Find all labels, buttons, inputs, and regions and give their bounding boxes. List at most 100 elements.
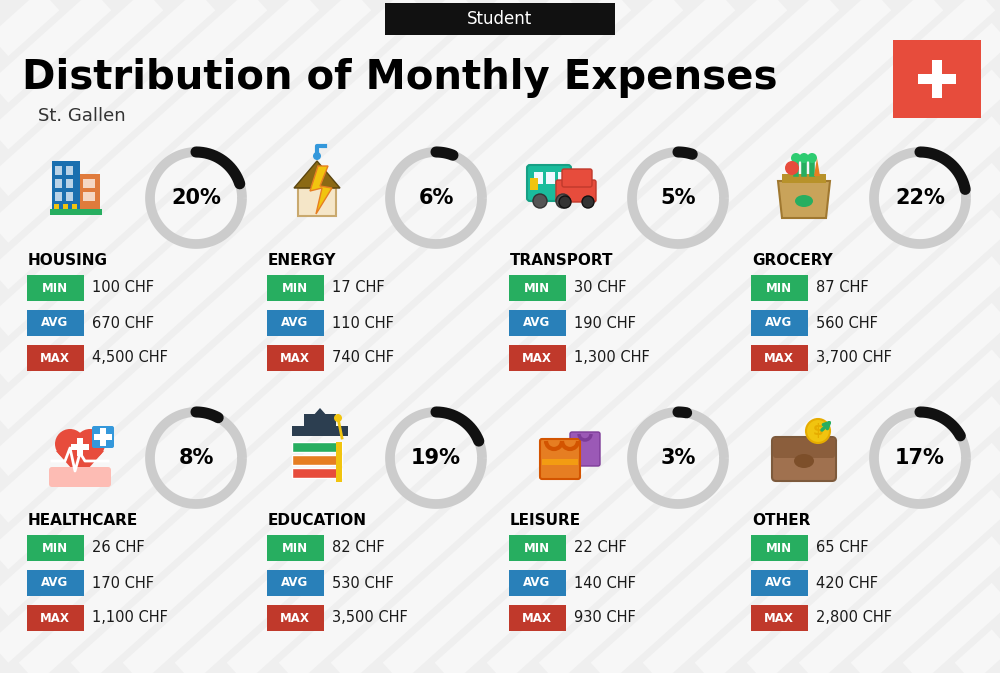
FancyBboxPatch shape: [83, 192, 95, 201]
FancyBboxPatch shape: [27, 310, 84, 336]
FancyBboxPatch shape: [77, 438, 83, 456]
FancyBboxPatch shape: [534, 172, 543, 184]
Text: 65 CHF: 65 CHF: [816, 540, 868, 555]
FancyBboxPatch shape: [292, 442, 342, 452]
Text: 6%: 6%: [418, 188, 454, 208]
Circle shape: [334, 414, 342, 422]
Text: MIN: MIN: [524, 542, 550, 555]
Circle shape: [75, 429, 105, 459]
Circle shape: [55, 429, 85, 459]
Text: LEISURE: LEISURE: [510, 513, 581, 528]
Text: MIN: MIN: [42, 281, 68, 295]
FancyBboxPatch shape: [542, 459, 578, 465]
FancyBboxPatch shape: [751, 310, 808, 336]
Circle shape: [533, 194, 547, 208]
Text: AVG: AVG: [765, 577, 793, 590]
FancyBboxPatch shape: [292, 426, 348, 436]
Text: 17%: 17%: [895, 448, 945, 468]
FancyBboxPatch shape: [304, 414, 336, 426]
Text: 30 CHF: 30 CHF: [574, 281, 626, 295]
Text: 2,800 CHF: 2,800 CHF: [816, 610, 892, 625]
FancyBboxPatch shape: [385, 3, 615, 35]
FancyBboxPatch shape: [50, 209, 102, 215]
Polygon shape: [778, 181, 830, 218]
FancyBboxPatch shape: [267, 535, 324, 561]
Text: 530 CHF: 530 CHF: [332, 575, 394, 590]
Text: 3,500 CHF: 3,500 CHF: [332, 610, 408, 625]
FancyBboxPatch shape: [27, 605, 84, 631]
Text: MIN: MIN: [766, 542, 792, 555]
Text: 560 CHF: 560 CHF: [816, 316, 878, 330]
FancyBboxPatch shape: [94, 434, 112, 440]
Circle shape: [807, 153, 817, 163]
Text: 740 CHF: 740 CHF: [332, 351, 394, 365]
FancyBboxPatch shape: [546, 172, 555, 184]
Text: AVG: AVG: [765, 316, 793, 330]
Circle shape: [799, 153, 809, 163]
Text: 5%: 5%: [660, 188, 696, 208]
Text: AVG: AVG: [523, 316, 551, 330]
Text: 140 CHF: 140 CHF: [574, 575, 636, 590]
Text: GROCERY: GROCERY: [752, 253, 833, 268]
Text: MAX: MAX: [280, 612, 310, 625]
Ellipse shape: [795, 195, 813, 207]
FancyBboxPatch shape: [63, 204, 68, 209]
Text: AVG: AVG: [281, 316, 309, 330]
Text: MIN: MIN: [524, 281, 550, 295]
FancyBboxPatch shape: [773, 438, 835, 458]
FancyBboxPatch shape: [72, 204, 77, 209]
FancyBboxPatch shape: [336, 442, 342, 456]
Text: 4,500 CHF: 4,500 CHF: [92, 351, 168, 365]
Text: 17 CHF: 17 CHF: [332, 281, 385, 295]
FancyBboxPatch shape: [27, 275, 84, 301]
Text: HOUSING: HOUSING: [28, 253, 108, 268]
FancyBboxPatch shape: [336, 468, 342, 482]
FancyBboxPatch shape: [55, 192, 62, 201]
FancyBboxPatch shape: [27, 535, 84, 561]
Text: MAX: MAX: [522, 612, 552, 625]
FancyBboxPatch shape: [267, 570, 324, 596]
FancyBboxPatch shape: [509, 570, 566, 596]
FancyBboxPatch shape: [267, 275, 324, 301]
Circle shape: [806, 419, 830, 443]
FancyBboxPatch shape: [562, 169, 592, 187]
Text: 20%: 20%: [171, 188, 221, 208]
Text: MIN: MIN: [282, 542, 308, 555]
FancyBboxPatch shape: [92, 426, 114, 448]
FancyBboxPatch shape: [893, 40, 981, 118]
FancyBboxPatch shape: [83, 179, 95, 188]
Text: 100 CHF: 100 CHF: [92, 281, 154, 295]
FancyBboxPatch shape: [918, 74, 956, 84]
FancyBboxPatch shape: [509, 605, 566, 631]
Circle shape: [785, 161, 799, 175]
Text: MIN: MIN: [42, 542, 68, 555]
Ellipse shape: [794, 454, 814, 468]
Text: TRANSPORT: TRANSPORT: [510, 253, 614, 268]
FancyBboxPatch shape: [27, 345, 84, 371]
Text: ENERGY: ENERGY: [268, 253, 336, 268]
FancyBboxPatch shape: [751, 275, 808, 301]
Text: 82 CHF: 82 CHF: [332, 540, 385, 555]
FancyBboxPatch shape: [509, 310, 566, 336]
Polygon shape: [310, 166, 332, 214]
Text: MAX: MAX: [764, 351, 794, 365]
FancyBboxPatch shape: [66, 179, 73, 188]
Text: 1,100 CHF: 1,100 CHF: [92, 610, 168, 625]
FancyBboxPatch shape: [509, 345, 566, 371]
FancyBboxPatch shape: [27, 570, 84, 596]
Text: MAX: MAX: [764, 612, 794, 625]
FancyBboxPatch shape: [558, 172, 567, 184]
FancyBboxPatch shape: [267, 345, 324, 371]
Text: AVG: AVG: [281, 577, 309, 590]
Text: 22 CHF: 22 CHF: [574, 540, 627, 555]
FancyBboxPatch shape: [54, 204, 59, 209]
FancyBboxPatch shape: [298, 188, 336, 216]
FancyBboxPatch shape: [782, 174, 826, 183]
FancyBboxPatch shape: [751, 535, 808, 561]
FancyBboxPatch shape: [509, 535, 566, 561]
FancyBboxPatch shape: [100, 428, 106, 446]
Circle shape: [556, 194, 570, 208]
Text: MIN: MIN: [282, 281, 308, 295]
Text: 87 CHF: 87 CHF: [816, 281, 869, 295]
Circle shape: [559, 196, 571, 208]
